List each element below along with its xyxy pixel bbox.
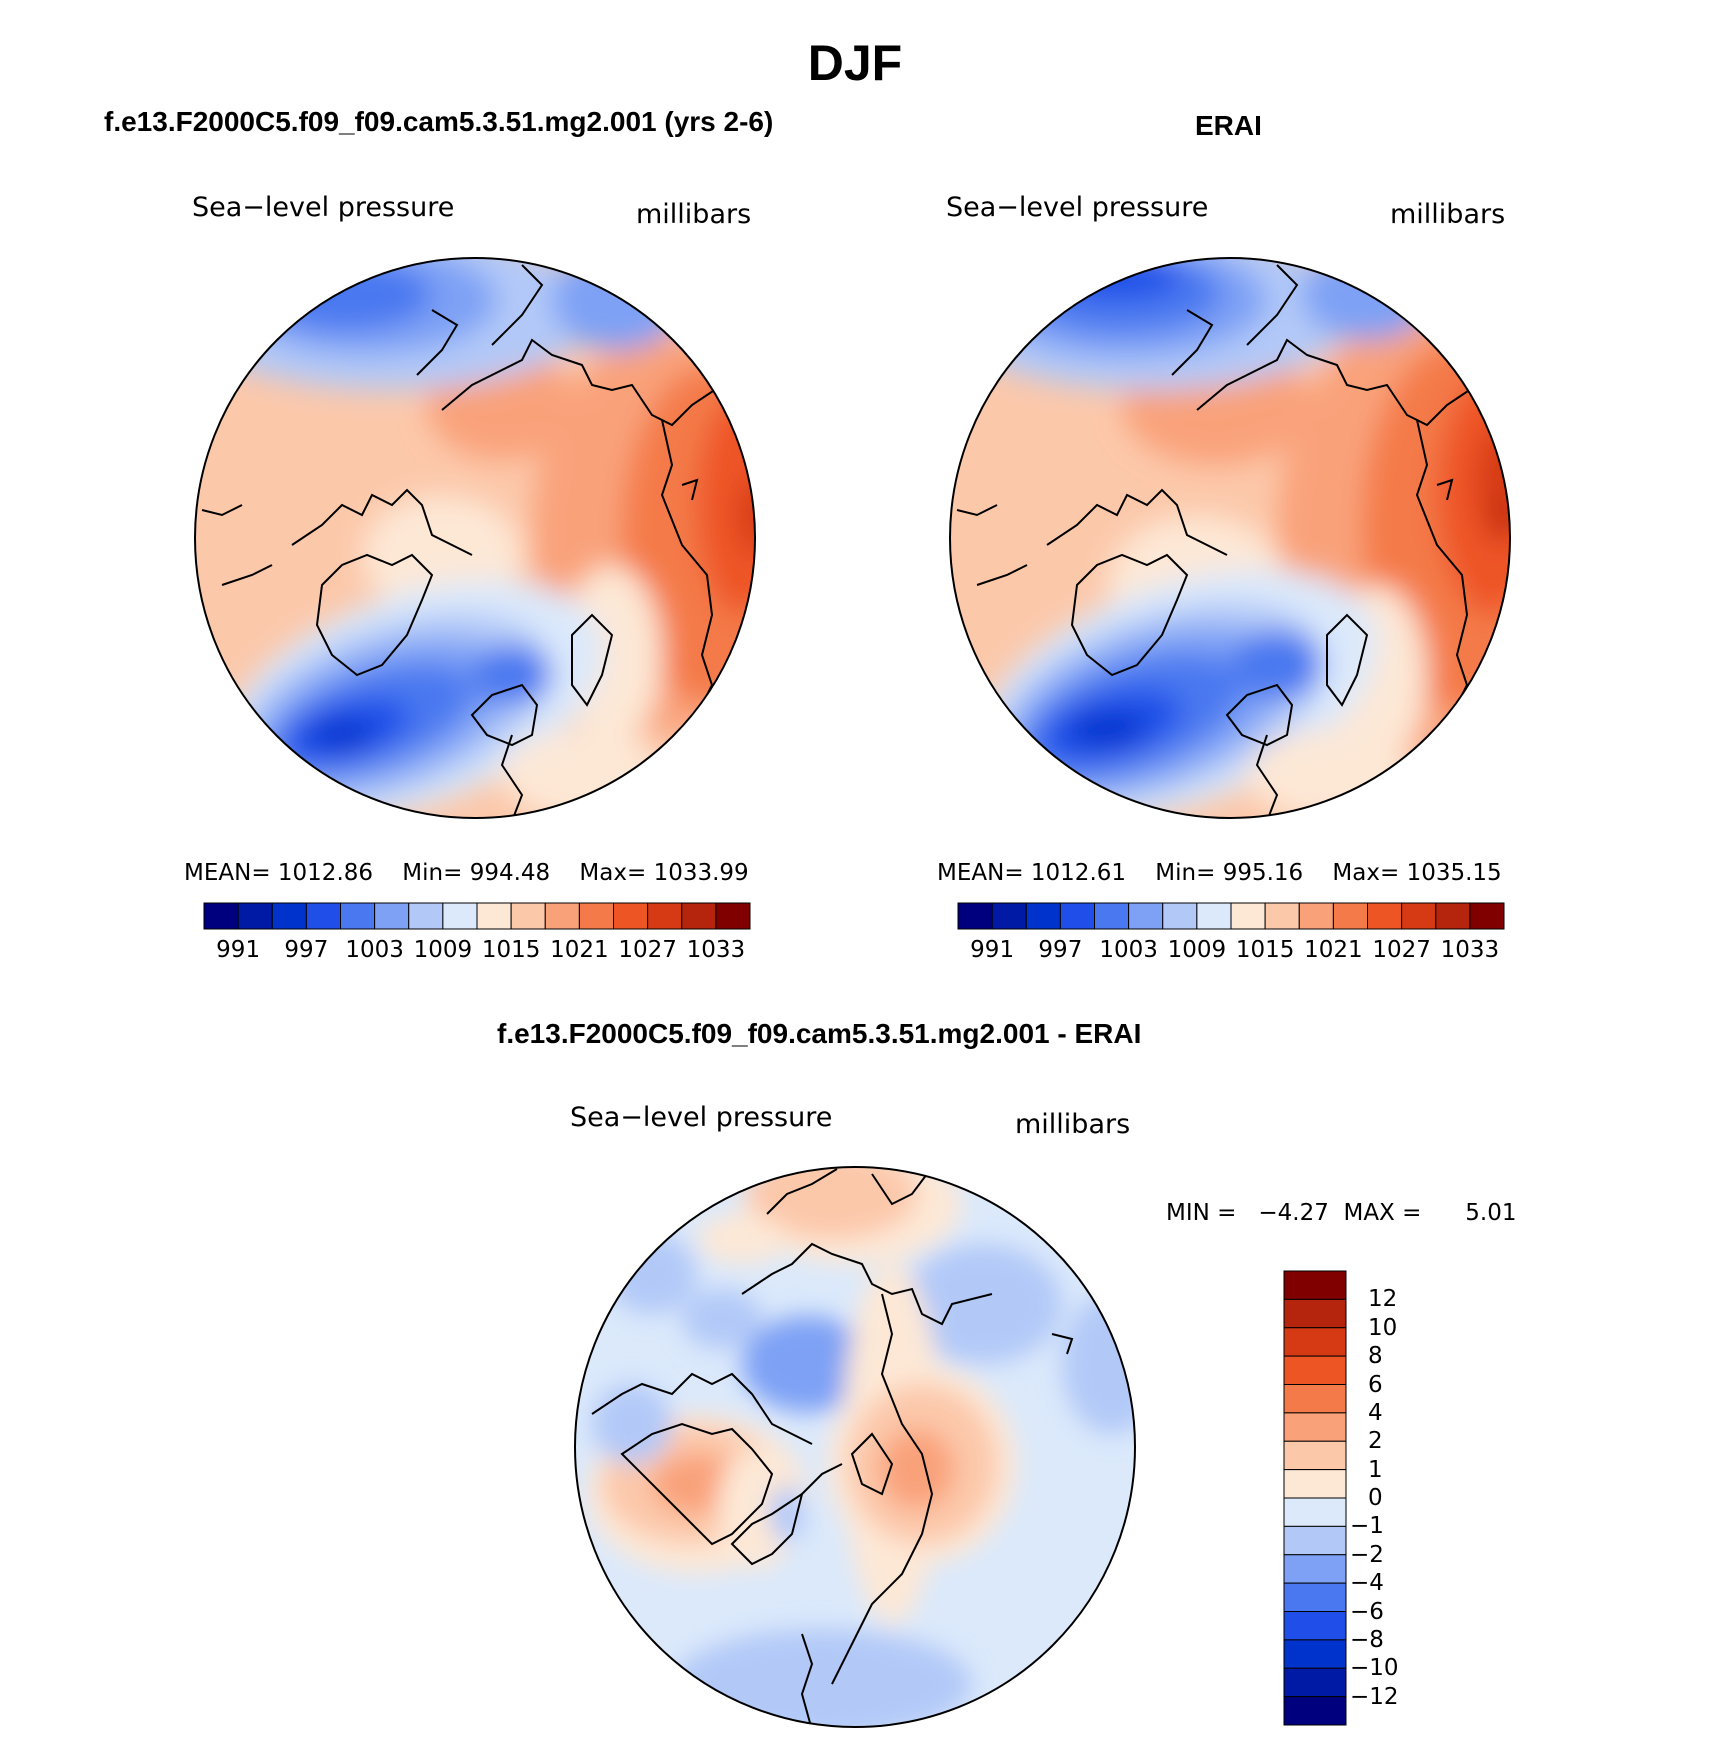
panel-1-stats: MEAN= 1012.86 Min= 994.48 Max= 1033.99 <box>184 860 749 886</box>
panel-2-colorbar-box <box>957 902 993 930</box>
panel-1-colorbar-box <box>271 902 307 930</box>
diff-colorbar-box <box>1283 1412 1347 1442</box>
panel-2-colorbar-box <box>1059 902 1095 930</box>
panel-2-colorbar-label: 1027 <box>1372 937 1431 963</box>
diff-colorbar-label: −8 <box>1350 1626 1384 1653</box>
diff-colorbar-box <box>1283 1440 1347 1471</box>
diff-colorbar-box <box>1283 1582 1347 1612</box>
diff-colorbar-box <box>1283 1327 1347 1357</box>
panel-1-colorbar-box <box>613 902 649 930</box>
panel-1-colorbar-box <box>510 902 546 930</box>
panel-2-colorbar-box <box>991 902 1027 930</box>
panel-1-colorbar-box <box>408 902 444 930</box>
diff-colorbar-label: −1 <box>1350 1513 1384 1540</box>
panel-2-colorbar-box <box>1128 902 1164 930</box>
panel-2-units: millibars <box>1390 199 1506 230</box>
panel-2-colorbar-box <box>1367 902 1403 930</box>
panel-2-colorbar-box <box>1298 902 1334 930</box>
panel-1-colorbar-box <box>715 902 751 930</box>
panel-1-colorbar-box <box>305 902 341 930</box>
panel-1-colorbar-label: 997 <box>284 937 329 963</box>
panel-2-colorbar-box <box>1025 902 1061 930</box>
panel-1-colorbar-box <box>544 902 580 930</box>
diff-colorbar-box <box>1283 1497 1347 1527</box>
diff-colorbar-box <box>1283 1355 1347 1385</box>
panel-2-colorbar-box <box>1435 902 1471 930</box>
diff-colorbar-label: −12 <box>1350 1683 1399 1710</box>
diff-colorbar-label: 10 <box>1368 1314 1398 1341</box>
panel-1-colorbar-box <box>442 902 478 930</box>
panel-2-colorbar <box>957 902 1505 930</box>
panel-1-colorbar-label: 1021 <box>550 937 609 963</box>
panel-2-variable: Sea−level pressure <box>946 192 1209 223</box>
panel-1-colorbar-label: 1003 <box>345 937 404 963</box>
panel-1-colorbar-box <box>476 902 512 930</box>
diff-colorbar-label: −10 <box>1350 1655 1399 1682</box>
panel-2-colorbar-box <box>1401 902 1437 930</box>
panel-1-colorbar-label: 1009 <box>413 937 473 963</box>
diff-colorbar <box>1283 1270 1347 1726</box>
diff-colorbar-label: −4 <box>1350 1570 1384 1597</box>
panel-2-colorbar-label: 1015 <box>1235 937 1295 963</box>
diff-colorbar-label: −6 <box>1350 1598 1384 1625</box>
panel-2-colorbar-box <box>1332 902 1368 930</box>
diff-colorbar-label: 1 <box>1368 1456 1383 1483</box>
diff-colorbar-box <box>1283 1384 1347 1414</box>
panel-2-colorbar-box <box>1264 902 1300 930</box>
diff-colorbar-box <box>1283 1554 1347 1584</box>
panel-1-variable: Sea−level pressure <box>192 192 455 223</box>
panel-1-colorbar-label: 1015 <box>481 937 541 963</box>
panel-2-colorbar-box <box>1162 902 1198 930</box>
panel-1-title: f.e13.F2000C5.f09_f09.cam5.3.51.mg2.001 … <box>104 106 774 137</box>
diff-colorbar-box <box>1283 1611 1347 1641</box>
diff-colorbar-box <box>1283 1298 1347 1329</box>
panel-2-colorbar-label: 1009 <box>1167 937 1227 963</box>
panel-2-map <box>949 257 1511 819</box>
diff-map <box>574 1166 1136 1728</box>
panel-1-colorbar <box>203 902 751 930</box>
panel-2-colorbar-box <box>1094 902 1130 930</box>
diff-colorbar-box <box>1283 1696 1347 1726</box>
diff-colorbar-box <box>1283 1469 1347 1499</box>
diff-colorbar-label: 8 <box>1368 1343 1383 1370</box>
diff-units: millibars <box>1015 1109 1131 1140</box>
diff-colorbar-label: 0 <box>1368 1485 1383 1511</box>
panel-2-colorbar-label: 997 <box>1038 937 1083 963</box>
panel-1-colorbar-box <box>578 902 614 930</box>
panel-1-colorbar-label: 1033 <box>686 937 746 963</box>
panel-1-colorbar-label: 991 <box>216 937 261 963</box>
panel-1-colorbar-box <box>237 902 273 930</box>
diff-colorbar-label: −2 <box>1350 1541 1384 1568</box>
panel-2-colorbar-label: 991 <box>970 937 1015 963</box>
diff-minmax: MIN = −4.27 MAX = 5.01 <box>1166 1200 1517 1226</box>
panel-1-colorbar-box <box>203 902 239 930</box>
diff-colorbar-box <box>1283 1270 1347 1300</box>
panel-1-map <box>194 257 756 819</box>
panel-2-colorbar-box <box>1230 902 1266 930</box>
panel-2-colorbar-label: 1003 <box>1099 937 1158 963</box>
panel-2-title: ERAI <box>1195 110 1262 141</box>
diff-variable: Sea−level pressure <box>570 1102 833 1133</box>
diff-colorbar-label: 4 <box>1368 1399 1383 1426</box>
panel-1-colorbar-label: 1027 <box>618 937 677 963</box>
panel-2-colorbar-box <box>1196 902 1232 930</box>
panel-1-units: millibars <box>636 199 752 230</box>
diff-title: f.e13.F2000C5.f09_f09.cam5.3.51.mg2.001 … <box>497 1018 1142 1049</box>
diff-colorbar-box <box>1283 1525 1347 1556</box>
figure-title: DJF <box>807 35 903 91</box>
panel-1-colorbar-box <box>374 902 410 930</box>
diff-colorbar-label: 12 <box>1368 1286 1398 1313</box>
panel-2-stats: MEAN= 1012.61 Min= 995.16 Max= 1035.15 <box>937 860 1502 886</box>
panel-2-colorbar-label: 1021 <box>1304 937 1363 963</box>
diff-colorbar-label: 2 <box>1368 1428 1383 1455</box>
diff-colorbar-box <box>1283 1667 1347 1698</box>
panel-1-colorbar-box <box>681 902 717 930</box>
panel-2-colorbar-label: 1033 <box>1440 937 1500 963</box>
diff-colorbar-label: 6 <box>1368 1371 1383 1398</box>
panel-1-colorbar-box <box>647 902 683 930</box>
diff-colorbar-box <box>1283 1639 1347 1669</box>
panel-2-colorbar-box <box>1469 902 1505 930</box>
panel-1-colorbar-box <box>340 902 376 930</box>
